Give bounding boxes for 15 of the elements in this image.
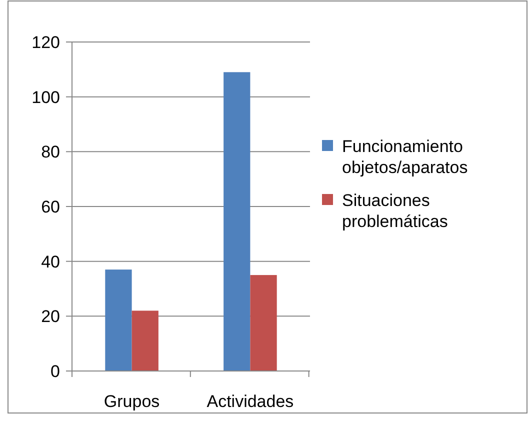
- bar: [224, 72, 250, 371]
- y-tick-label: 120: [32, 32, 60, 52]
- legend-label: Funcionamiento objetos/aparatos: [342, 136, 468, 178]
- bar: [250, 275, 277, 371]
- legend-label: Situaciones problemáticas: [342, 190, 448, 232]
- y-tick-label: 100: [32, 88, 60, 107]
- x-tick-label: Grupos: [104, 392, 160, 411]
- y-tick-label: 20: [41, 307, 60, 326]
- y-tick-label: 60: [41, 197, 60, 216]
- y-tick-label: 0: [50, 362, 60, 381]
- y-tick-label: 40: [41, 252, 60, 272]
- y-tick-label: 80: [41, 142, 60, 162]
- x-tick-label: Actividades: [206, 392, 294, 411]
- bar: [105, 270, 132, 371]
- bar: [132, 310, 158, 371]
